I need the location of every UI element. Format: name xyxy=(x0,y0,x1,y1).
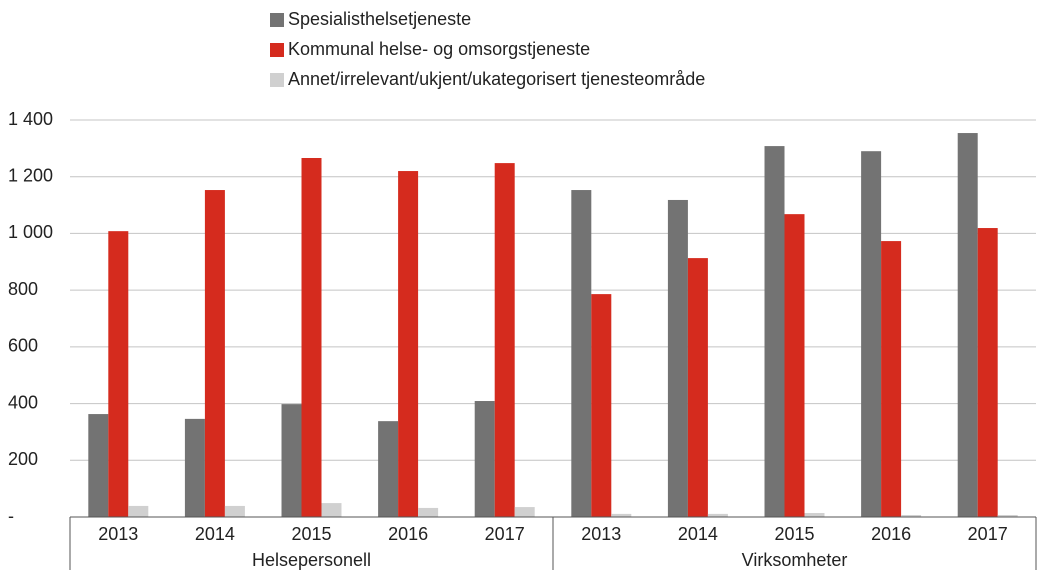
bar xyxy=(494,163,515,518)
y-tick-label: 200 xyxy=(8,449,38,469)
bar xyxy=(418,507,439,517)
bar xyxy=(997,515,1018,517)
y-tick-label: 1 400 xyxy=(8,109,53,129)
bar xyxy=(281,404,302,517)
bar xyxy=(687,258,708,517)
legend-swatch xyxy=(270,43,284,57)
group-label: Virksomheter xyxy=(742,550,848,570)
x-tick-label: 2016 xyxy=(871,524,911,544)
bar xyxy=(804,513,825,517)
y-tick-label: 1 200 xyxy=(8,165,53,185)
bar xyxy=(957,133,978,517)
bar xyxy=(321,503,342,517)
x-tick-label: 2013 xyxy=(581,524,621,544)
bar xyxy=(301,157,322,517)
bar xyxy=(881,241,902,517)
x-tick-label: 2013 xyxy=(98,524,138,544)
bar xyxy=(901,515,922,517)
legend-swatch xyxy=(270,13,284,27)
x-tick-label: 2015 xyxy=(291,524,331,544)
bar xyxy=(398,171,419,518)
x-tick-label: 2014 xyxy=(195,524,235,544)
x-tick-label: 2017 xyxy=(968,524,1008,544)
y-tick-label: 400 xyxy=(8,392,38,412)
bar xyxy=(764,146,785,518)
legend-label: Annet/irrelevant/ukjent/ukategorisert tj… xyxy=(288,69,705,89)
bar xyxy=(571,190,592,517)
legend-label: Spesialisthelsetjeneste xyxy=(288,9,471,29)
x-tick-label: 2016 xyxy=(388,524,428,544)
x-tick-label: 2014 xyxy=(678,524,718,544)
group-label: Helsepersonell xyxy=(252,550,371,570)
bar xyxy=(784,214,805,517)
y-tick-label: - xyxy=(8,506,14,526)
bar xyxy=(611,513,632,517)
legend-swatch xyxy=(270,73,284,87)
bar xyxy=(204,190,225,517)
y-tick-label: 1 000 xyxy=(8,222,53,242)
bar xyxy=(591,294,612,517)
bar xyxy=(977,228,998,517)
bar xyxy=(128,505,149,517)
bar xyxy=(667,199,688,517)
legend-label: Kommunal helse- og omsorgstjeneste xyxy=(288,39,590,59)
bar xyxy=(184,418,205,517)
bar xyxy=(861,151,882,517)
x-tick-label: 2015 xyxy=(774,524,814,544)
bar xyxy=(514,507,535,517)
x-tick-label: 2017 xyxy=(485,524,525,544)
bar xyxy=(88,414,109,517)
y-tick-label: 600 xyxy=(8,336,38,356)
bar xyxy=(707,513,728,517)
bar xyxy=(474,401,495,517)
bar xyxy=(378,421,399,517)
bar xyxy=(224,505,245,517)
y-tick-label: 800 xyxy=(8,279,38,299)
bar xyxy=(108,231,129,517)
